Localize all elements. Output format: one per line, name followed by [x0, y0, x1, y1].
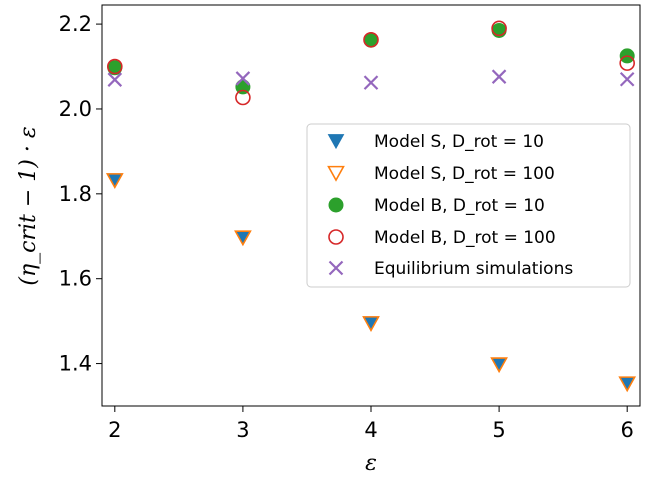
y-tick-label: 1.6 [59, 267, 92, 291]
legend-label-2: Model S, D_rot = 100 [374, 164, 555, 184]
legend-label-4: Model B, D_rot = 100 [374, 228, 556, 248]
series-1-point [362, 316, 380, 332]
legend-marker-3 [328, 197, 344, 213]
series-5-point [619, 71, 635, 87]
legend-marker-5 [328, 260, 344, 276]
legend-label-5: Equilibrium simulations [374, 259, 573, 279]
x-tick-label: 6 [621, 418, 634, 442]
series-4-point [235, 89, 251, 106]
legend-marker-4 [328, 229, 344, 245]
series-1-point [618, 376, 636, 392]
x-axis-label: ε [365, 451, 377, 476]
series-2-point [362, 316, 380, 333]
series-4-point [491, 20, 507, 37]
y-axis-label: (η_crit − 1) · ε [16, 126, 41, 285]
series-1-point [106, 173, 124, 189]
y-tick-label: 1.4 [59, 352, 92, 376]
series-1-point [490, 357, 508, 373]
legend-marker-2 [327, 165, 345, 182]
series-3-point [107, 60, 123, 76]
y-tick-label: 2.0 [59, 97, 92, 121]
y-tick-label: 1.8 [59, 182, 92, 206]
series-5-point [363, 75, 379, 90]
x-tick-label: 4 [364, 418, 377, 442]
x-axis: 2 3 4 5 6 [108, 406, 634, 442]
series-4-point [619, 55, 635, 71]
legend: Model S, D_rot = 10 Model S, D_rot = 100 M… [306, 123, 631, 288]
legend-label-1: Model S, D_rot = 10 [374, 132, 544, 152]
series-5-point [107, 72, 123, 87]
series-4-point [363, 31, 379, 48]
x-tick-label: 3 [236, 418, 249, 442]
legend-label-3: Model B, D_rot = 10 [374, 196, 545, 216]
series-1-point [234, 230, 252, 246]
series-2-point [105, 173, 124, 190]
series-5-point [491, 69, 507, 84]
series-4-point [107, 58, 123, 75]
y-axis: 1.4 1.6 1.8 2.0 2.2 [59, 12, 102, 376]
series-2-point [618, 376, 637, 393]
x-tick-label: 5 [492, 418, 505, 442]
x-tick-label: 2 [108, 418, 121, 442]
series-5-point [235, 71, 251, 86]
series-2-point [234, 230, 252, 247]
y-tick-label: 2.2 [59, 12, 92, 36]
legend-marker-1 [327, 134, 345, 150]
series-2-point [490, 357, 508, 374]
legend-box [306, 123, 631, 288]
plot-marks [105, 20, 637, 393]
